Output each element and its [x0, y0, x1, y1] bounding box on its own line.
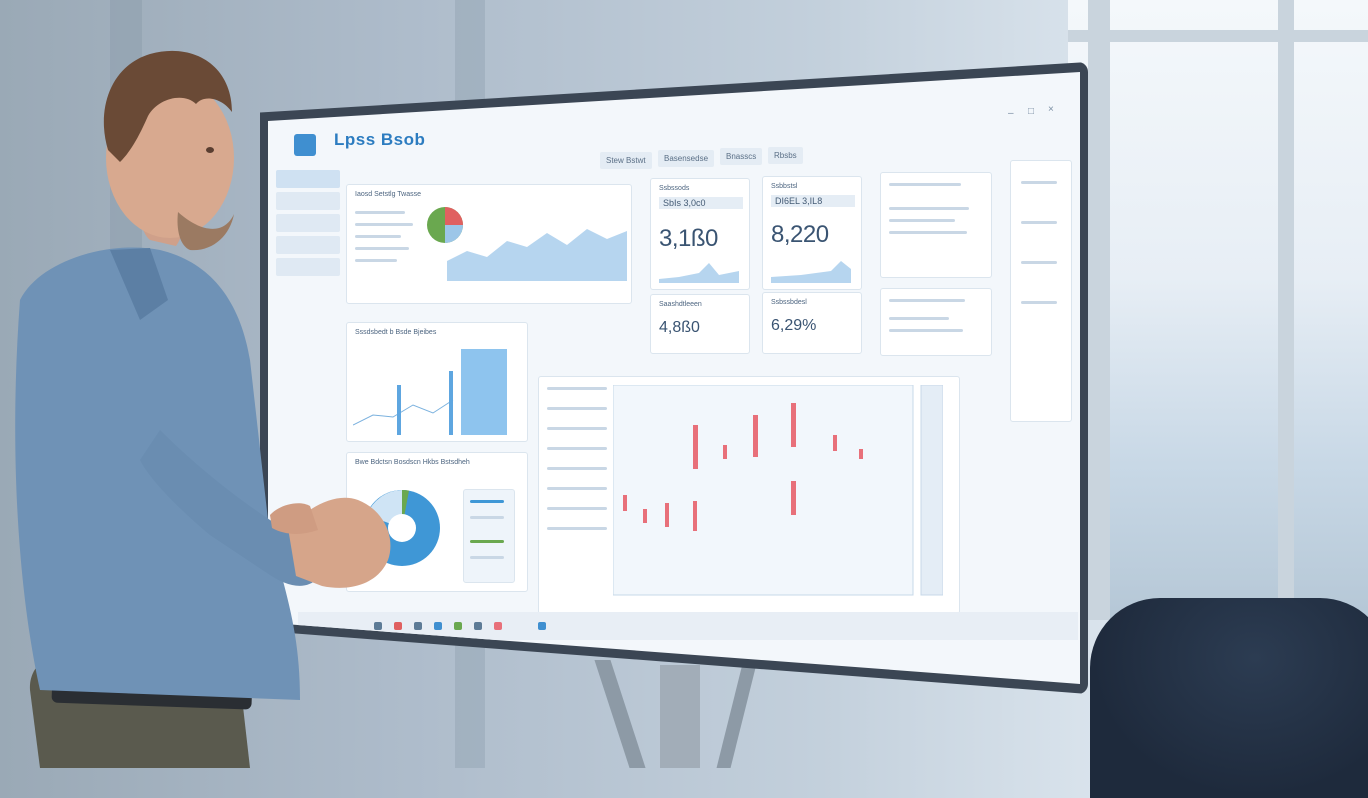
- kpi-box: DI6EL 3,IL8: [771, 195, 855, 207]
- kpi-card: Ssbbstsl DI6EL 3,IL8 8,220: [762, 176, 862, 290]
- taskbar-icon[interactable]: [494, 622, 502, 630]
- kpi-label: Ssbbstsl: [771, 183, 798, 190]
- area-chart: [447, 229, 627, 281]
- legend-box: [463, 489, 515, 583]
- maximize-icon[interactable]: □: [1028, 106, 1035, 117]
- pie-mini: [427, 207, 463, 243]
- list-line: [355, 247, 409, 250]
- tab[interactable]: Rbsbs: [768, 147, 803, 164]
- window-mullion: [1278, 0, 1294, 620]
- tab[interactable]: Stew Bstwt: [600, 152, 652, 169]
- presenter: [15, 50, 391, 768]
- legend-line: [470, 500, 504, 503]
- taskbar-icon[interactable]: [374, 622, 382, 630]
- kpi-label: Saashdtleeen: [659, 301, 702, 308]
- bar-chart: [353, 349, 507, 435]
- list-line: [547, 387, 607, 390]
- taskbar-icon[interactable]: [454, 622, 462, 630]
- list-line: [355, 259, 397, 262]
- list-line: [547, 427, 607, 430]
- window-mullion: [1088, 0, 1110, 620]
- info-card: [880, 288, 992, 356]
- list-line: [547, 467, 607, 470]
- list-line: [547, 487, 607, 490]
- kpi-label: Ssbssods: [659, 185, 690, 192]
- legend-line: [470, 540, 504, 543]
- list-line: [889, 317, 949, 320]
- close-icon[interactable]: ×: [1048, 104, 1054, 115]
- list-line: [547, 527, 607, 530]
- list-line: [889, 329, 963, 332]
- list-line: [889, 231, 967, 234]
- list-line: [547, 447, 607, 450]
- candlestick-chart: [613, 385, 943, 596]
- app-title: Lpss Bsob: [334, 130, 426, 149]
- monitor-stand: [716, 660, 758, 768]
- list-line: [547, 407, 607, 410]
- list-line: [1021, 301, 1057, 304]
- list-line: [889, 183, 961, 186]
- card-title: Sssdsbedt b Bsde Bjeibes: [355, 329, 437, 336]
- list-line: [355, 235, 401, 238]
- window-mullion: [1068, 30, 1368, 42]
- kpi-card: Saashdtleeen 4,8ß0: [650, 294, 750, 354]
- kpi-value: 3,1ß0: [659, 225, 718, 252]
- sidebar-item[interactable]: [276, 214, 340, 232]
- window: [1068, 0, 1368, 620]
- tab[interactable]: Bnasscs: [720, 148, 763, 165]
- list-line: [1021, 181, 1057, 184]
- kpi-card: Ssbssods SbIs 3,0c0 3,1ß0: [650, 178, 750, 290]
- sidebar-item[interactable]: [276, 192, 340, 210]
- list-line: [355, 211, 405, 214]
- tab[interactable]: Basensedse: [658, 150, 715, 167]
- legend-line: [470, 556, 504, 559]
- list-line: [547, 507, 607, 510]
- legend-line: [470, 516, 504, 519]
- kpi-label: Ssbssbdesl: [771, 299, 807, 306]
- kpi-value: 6,29%: [771, 317, 817, 334]
- bar-chart-card: Sssdsbedt b Bsde Bjeibes: [346, 322, 528, 442]
- taskbar-icon[interactable]: [474, 622, 482, 630]
- chair: [1090, 598, 1368, 798]
- list-line: [355, 223, 413, 226]
- monitor-stand: [594, 660, 646, 768]
- taskbar-icon[interactable]: [434, 622, 442, 630]
- list-line: [889, 219, 955, 222]
- sidebar-item[interactable]: [276, 258, 340, 276]
- taskbar-icon[interactable]: [394, 622, 402, 630]
- kpi-value: 8,220: [771, 221, 829, 248]
- sidebar-item[interactable]: [276, 236, 340, 254]
- kpi-box: SbIs 3,0c0: [659, 197, 743, 209]
- side-panel: [1010, 160, 1072, 422]
- list-line: [889, 207, 969, 210]
- sparkline: [771, 261, 851, 283]
- list-line: [889, 299, 965, 302]
- kpi-value: 4,8ß0: [659, 319, 700, 336]
- sidebar-item[interactable]: [276, 170, 340, 188]
- monitor-stand: [660, 665, 700, 768]
- list-line: [1021, 221, 1057, 224]
- taskbar-icon[interactable]: [538, 622, 546, 630]
- logo-icon: [294, 134, 316, 156]
- card-title: Iaosd Setstlg Twasse: [355, 191, 422, 198]
- sidebar: [276, 170, 340, 280]
- candlestick-card: [538, 376, 960, 614]
- kpi-card: Ssbssbdesl 6,29%: [762, 292, 862, 354]
- minimize-icon[interactable]: –: [1008, 108, 1014, 119]
- info-card: [880, 172, 992, 278]
- taskbar-icon[interactable]: [414, 622, 422, 630]
- list-line: [1021, 261, 1057, 264]
- map-card: Iaosd Setstlg Twasse: [346, 184, 632, 304]
- card-title: Bwe Bdctsn Bosdscn Hkbs Bstsdheh: [355, 459, 470, 466]
- sparkline: [659, 263, 739, 283]
